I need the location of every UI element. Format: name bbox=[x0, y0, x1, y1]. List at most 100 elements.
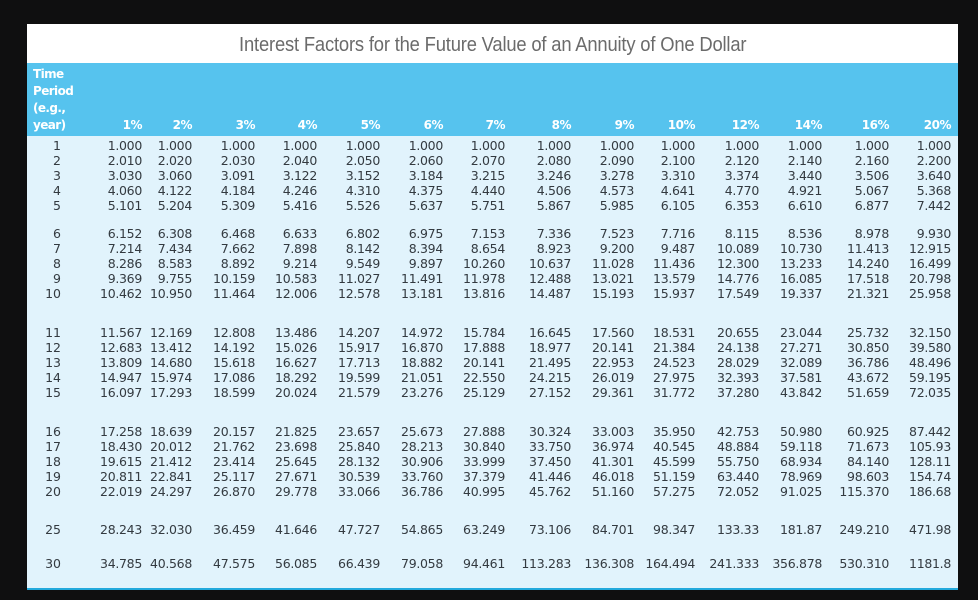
factor-cell: 20.157 bbox=[213, 424, 255, 439]
factor-cell: 25.958 bbox=[909, 286, 951, 301]
factor-cell: 20.024 bbox=[275, 385, 317, 400]
factor-cell: 11.436 bbox=[653, 256, 695, 271]
factor-cell: 2.020 bbox=[157, 153, 193, 168]
factor-cell: 6.152 bbox=[107, 226, 143, 241]
factor-cell: 30.840 bbox=[463, 439, 505, 454]
factor-cell: 16.627 bbox=[275, 355, 317, 370]
factor-cell: 9.214 bbox=[282, 256, 318, 271]
rate-header: 12% bbox=[731, 118, 760, 132]
factor-cell: 1181.8 bbox=[909, 556, 951, 571]
factor-cell: 2.090 bbox=[599, 153, 635, 168]
factor-cell: 241.333 bbox=[709, 556, 759, 571]
factor-cell: 21.051 bbox=[401, 370, 443, 385]
table-row: 2 2.010 2.020 2.030 2.040 2.050 2.060 2.070 2.08… bbox=[27, 153, 958, 169]
factor-cell: 43.842 bbox=[780, 385, 822, 400]
factor-cell: 54.865 bbox=[401, 522, 443, 537]
factor-cell: 4.573 bbox=[599, 183, 635, 198]
period-cell: 18 bbox=[45, 454, 61, 469]
factor-cell: 33.760 bbox=[401, 469, 443, 484]
factor-cell: 13.233 bbox=[780, 256, 822, 271]
factor-cell: 14.972 bbox=[401, 325, 443, 340]
table-row: 18 19.615 21.412 23.414 25.645 28.132 30.906 33… bbox=[27, 454, 958, 470]
factor-cell: 32.030 bbox=[150, 522, 192, 537]
factor-cell: 18.430 bbox=[100, 439, 142, 454]
factor-cell: 1.000 bbox=[854, 138, 890, 153]
factor-cell: 128.11 bbox=[909, 454, 951, 469]
rate-header: 7% bbox=[485, 118, 506, 132]
factor-cell: 3.184 bbox=[408, 168, 444, 183]
table-row: 7 7.214 7.434 7.662 7.898 8.142 8.394 8.654 8.92… bbox=[27, 241, 958, 257]
factor-cell: 3.091 bbox=[220, 168, 256, 183]
factor-cell: 7.214 bbox=[107, 241, 143, 256]
factor-cell: 9.369 bbox=[107, 271, 143, 286]
factor-cell: 42.753 bbox=[717, 424, 759, 439]
factor-cell: 16.645 bbox=[529, 325, 571, 340]
factor-cell: 26.019 bbox=[592, 370, 634, 385]
factor-cell: 63.249 bbox=[463, 522, 505, 537]
factor-cell: 13.181 bbox=[401, 286, 443, 301]
factor-cell: 13.816 bbox=[463, 286, 505, 301]
table-header: Time Period (e.g., year) 1% 2% 3% 4% 5% 6% 7% 8… bbox=[27, 63, 958, 136]
factor-cell: 27.152 bbox=[529, 385, 571, 400]
factor-cell: 7.898 bbox=[282, 241, 318, 256]
period-cell: 9 bbox=[53, 271, 61, 286]
factor-cell: 5.067 bbox=[854, 183, 890, 198]
factor-cell: 17.888 bbox=[463, 340, 505, 355]
factor-cell: 1.000 bbox=[470, 138, 506, 153]
factor-cell: 50.980 bbox=[780, 424, 822, 439]
factor-cell: 3.506 bbox=[854, 168, 890, 183]
factor-cell: 2.030 bbox=[220, 153, 256, 168]
factor-cell: 2.050 bbox=[345, 153, 381, 168]
factor-cell: 24.297 bbox=[150, 484, 192, 499]
factor-cell: 45.762 bbox=[529, 484, 571, 499]
factor-cell: 25.840 bbox=[338, 439, 380, 454]
factor-cell: 68.934 bbox=[780, 454, 822, 469]
factor-cell: 20.012 bbox=[150, 439, 192, 454]
factor-cell: 32.089 bbox=[780, 355, 822, 370]
factor-cell: 17.518 bbox=[847, 271, 889, 286]
table-row: 6 6.152 6.308 6.468 6.633 6.802 6.975 7.153 7.33… bbox=[27, 226, 958, 242]
factor-cell: 14.680 bbox=[150, 355, 192, 370]
factor-cell: 25.129 bbox=[463, 385, 505, 400]
factor-cell: 5.867 bbox=[536, 198, 572, 213]
factor-cell: 41.446 bbox=[529, 469, 571, 484]
factor-cell: 66.439 bbox=[338, 556, 380, 571]
factor-cell: 4.770 bbox=[724, 183, 760, 198]
factor-cell: 28.132 bbox=[338, 454, 380, 469]
factor-cell: 15.937 bbox=[653, 286, 695, 301]
factor-cell: 1.000 bbox=[599, 138, 635, 153]
factor-cell: 21.321 bbox=[847, 286, 889, 301]
factor-cell: 36.459 bbox=[213, 522, 255, 537]
factor-cell: 3.030 bbox=[107, 168, 143, 183]
factor-cell: 98.347 bbox=[653, 522, 695, 537]
factor-cell: 4.060 bbox=[107, 183, 143, 198]
factor-cell: 72.035 bbox=[909, 385, 951, 400]
factor-cell: 6.353 bbox=[724, 198, 760, 213]
factor-cell: 18.292 bbox=[275, 370, 317, 385]
factor-cell: 8.286 bbox=[107, 256, 143, 271]
factor-cell: 32.393 bbox=[717, 370, 759, 385]
factor-cell: 13.412 bbox=[150, 340, 192, 355]
factor-cell: 1.000 bbox=[157, 138, 193, 153]
factor-cell: 21.579 bbox=[338, 385, 380, 400]
rate-header: 16% bbox=[861, 118, 890, 132]
table-row: 5 5.101 5.204 5.309 5.416 5.526 5.637 5.751 5.86… bbox=[27, 198, 958, 214]
factor-cell: 41.301 bbox=[592, 454, 634, 469]
period-cell: 15 bbox=[45, 385, 61, 400]
factor-cell: 6.308 bbox=[157, 226, 193, 241]
factor-cell: 10.950 bbox=[150, 286, 192, 301]
factor-cell: 1.000 bbox=[724, 138, 760, 153]
factor-cell: 4.122 bbox=[157, 183, 193, 198]
factor-cell: 27.671 bbox=[275, 469, 317, 484]
factor-cell: 14.207 bbox=[338, 325, 380, 340]
factor-cell: 56.085 bbox=[275, 556, 317, 571]
factor-cell: 356.878 bbox=[772, 556, 822, 571]
period-cell: 4 bbox=[53, 183, 61, 198]
factor-cell: 1.000 bbox=[408, 138, 444, 153]
factor-cell: 113.283 bbox=[521, 556, 571, 571]
factor-cell: 7.523 bbox=[599, 226, 635, 241]
factor-cell: 6.802 bbox=[345, 226, 381, 241]
factor-cell: 30.906 bbox=[401, 454, 443, 469]
factor-cell: 27.975 bbox=[653, 370, 695, 385]
factor-cell: 48.496 bbox=[909, 355, 951, 370]
